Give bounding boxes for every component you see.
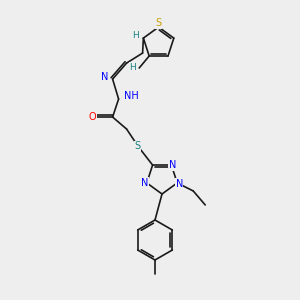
Text: S: S [134, 141, 141, 151]
Text: N: N [141, 178, 148, 188]
Text: H: H [129, 63, 136, 72]
Text: N: N [176, 179, 183, 189]
Text: NH: NH [124, 91, 138, 101]
Text: S: S [155, 18, 162, 28]
Text: O: O [89, 112, 96, 122]
Text: N: N [169, 160, 176, 170]
Text: N: N [101, 72, 108, 82]
Text: H: H [132, 31, 139, 40]
